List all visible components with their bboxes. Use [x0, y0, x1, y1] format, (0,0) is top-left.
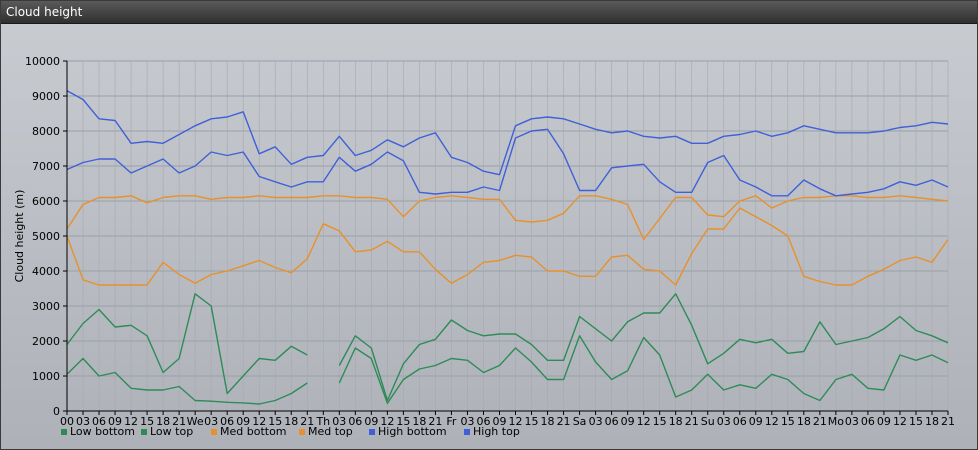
- legend-swatch: [61, 429, 67, 435]
- x-tick-label: 03: [332, 415, 346, 428]
- x-tick-label: 09: [108, 415, 122, 428]
- y-tick-label: 4000: [32, 265, 60, 278]
- x-tick-label: 03: [204, 415, 218, 428]
- legend-swatch: [464, 429, 470, 435]
- x-tick-label: 15: [268, 415, 282, 428]
- x-tick-label: Sa: [573, 415, 587, 428]
- x-tick-label: 12: [893, 415, 907, 428]
- x-tick-label: 18: [284, 415, 298, 428]
- x-tick-label: 00: [60, 415, 74, 428]
- x-tick-label: 21: [941, 415, 955, 428]
- x-tick-label: 09: [364, 415, 378, 428]
- x-tick-label: 09: [621, 415, 635, 428]
- x-tick-label: 15: [909, 415, 923, 428]
- y-tick-label: 6000: [32, 195, 60, 208]
- legend-entry: Med top: [308, 425, 353, 438]
- x-tick-label: 06: [476, 415, 490, 428]
- series-line-high-top: [66, 90, 949, 176]
- x-tick-label: 12: [124, 415, 138, 428]
- legend-entry: Med bottom: [220, 425, 287, 438]
- x-tick-label: 21: [300, 415, 314, 428]
- title-bar: Cloud height: [1, 1, 977, 24]
- x-tick-label: 03: [589, 415, 603, 428]
- x-tick-label: 21: [428, 415, 442, 428]
- y-tick-label: 2000: [32, 335, 60, 348]
- legend-swatch: [299, 429, 305, 435]
- grid-lines: [66, 60, 949, 412]
- x-tick-label: 06: [92, 415, 106, 428]
- x-tick-label: 12: [252, 415, 266, 428]
- x-tick-label: 18: [156, 415, 170, 428]
- x-tick-label: 03: [717, 415, 731, 428]
- x-tick-label: 18: [797, 415, 811, 428]
- y-tick-label: 7000: [32, 160, 60, 173]
- x-tick-label: 06: [348, 415, 362, 428]
- x-tick-label: 18: [925, 415, 939, 428]
- x-tick-label: Mo: [828, 415, 844, 428]
- x-tick-label: Su: [701, 415, 715, 428]
- x-tick-label: 15: [396, 415, 410, 428]
- x-tick-label: Th: [315, 415, 330, 428]
- legend-entry: Low top: [150, 425, 193, 438]
- x-tick-label: 12: [765, 415, 779, 428]
- series-line-low-top: [66, 293, 949, 402]
- x-tick-label: 09: [236, 415, 250, 428]
- x-tick-label: 18: [669, 415, 683, 428]
- y-tick-label: 5000: [32, 230, 60, 243]
- x-tick-label: 06: [220, 415, 234, 428]
- legend-swatch: [211, 429, 217, 435]
- y-axis-label: Cloud height (m): [13, 190, 26, 283]
- x-tick-label: 03: [845, 415, 859, 428]
- x-tick-label: 21: [172, 415, 186, 428]
- x-tick-label: 18: [412, 415, 426, 428]
- x-tick-label: 03: [76, 415, 90, 428]
- cloud-height-chart: 0 1000 2000 3000 4000 5000 6000 7000 8000 9000 100…: [13, 55, 955, 438]
- x-tick-label: Fr: [446, 415, 457, 428]
- series-layer: [66, 90, 949, 405]
- x-tick-label: 12: [637, 415, 651, 428]
- x-tick-label: 09: [492, 415, 506, 428]
- y-tick-label: 8000: [32, 125, 60, 138]
- x-tick-label: 15: [781, 415, 795, 428]
- legend-entry: Low bottom: [70, 425, 135, 438]
- x-tick-label: 12: [509, 415, 523, 428]
- x-tick-label: 21: [685, 415, 699, 428]
- x-tick-label: 12: [380, 415, 394, 428]
- y-tick-label: 9000: [32, 90, 60, 103]
- y-tick-label: 1000: [32, 370, 60, 383]
- legend-swatch: [369, 429, 375, 435]
- x-tick-label: We: [187, 415, 204, 428]
- x-tick-label: 03: [460, 415, 474, 428]
- series-line-med-bottom: [66, 207, 949, 286]
- x-tick-label: 06: [861, 415, 875, 428]
- x-tick-label: 15: [525, 415, 539, 428]
- x-tick-labels: 00 03 06 09 12 15 18 21 We 03 06 09 12 15 18 21 Th 03 06 09…: [60, 411, 955, 428]
- legend: Low bottom Low top Med bottom Med top High b…: [61, 425, 520, 438]
- x-tick-label: 15: [140, 415, 154, 428]
- x-tick-label: 21: [557, 415, 571, 428]
- series-line-high-bottom: [66, 128, 949, 197]
- x-tick-label: 09: [749, 415, 763, 428]
- series-line-low-bottom: [66, 335, 949, 405]
- x-tick-label: 18: [541, 415, 555, 428]
- window-title: Cloud height: [6, 5, 83, 19]
- y-tick-label: 0: [53, 405, 60, 418]
- legend-entry: High bottom: [378, 425, 447, 438]
- y-tick-labels: 0 1000 2000 3000 4000 5000 6000 7000 8000 9000 100…: [25, 55, 67, 418]
- y-tick-label: 10000: [25, 55, 60, 68]
- y-tick-label: 3000: [32, 300, 60, 313]
- x-tick-label: 06: [733, 415, 747, 428]
- series-line-med-top: [66, 195, 949, 241]
- legend-swatch: [141, 429, 147, 435]
- x-tick-label: 06: [605, 415, 619, 428]
- x-tick-label: 15: [653, 415, 667, 428]
- x-tick-label: 21: [813, 415, 827, 428]
- x-tick-label: 09: [877, 415, 891, 428]
- legend-entry: High top: [473, 425, 520, 438]
